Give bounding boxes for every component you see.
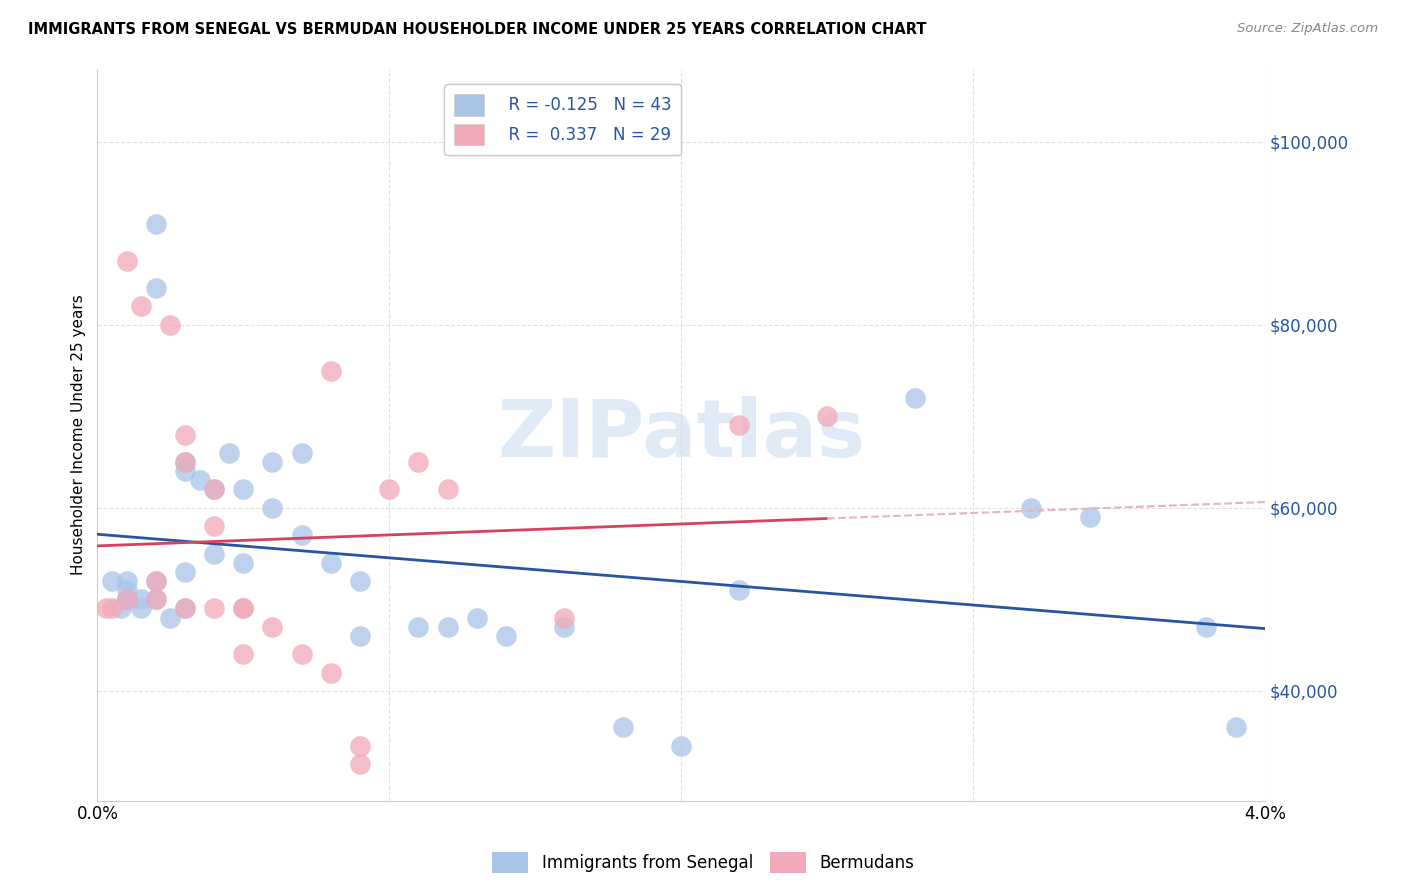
Point — [728, 583, 751, 598]
Point — [232, 601, 254, 615]
Point — [291, 647, 314, 661]
Point — [145, 592, 167, 607]
Point — [174, 427, 197, 442]
Point — [202, 483, 225, 497]
Y-axis label: Householder Income Under 25 years: Householder Income Under 25 years — [72, 294, 86, 575]
Point — [145, 574, 167, 588]
Point — [262, 500, 284, 515]
Point — [115, 253, 138, 268]
Point — [815, 409, 838, 424]
Point — [232, 601, 254, 615]
Text: IMMIGRANTS FROM SENEGAL VS BERMUDAN HOUSEHOLDER INCOME UNDER 25 YEARS CORRELATIO: IMMIGRANTS FROM SENEGAL VS BERMUDAN HOUS… — [28, 22, 927, 37]
Point — [129, 601, 152, 615]
Point — [349, 574, 371, 588]
Point — [408, 455, 430, 469]
Legend: Immigrants from Senegal, Bermudans: Immigrants from Senegal, Bermudans — [485, 846, 921, 880]
Point — [174, 601, 197, 615]
Point — [553, 620, 575, 634]
Legend:   R = -0.125   N = 43,   R =  0.337   N = 29: R = -0.125 N = 43, R = 0.337 N = 29 — [444, 84, 682, 155]
Point — [202, 519, 225, 533]
Point — [174, 455, 197, 469]
Point — [319, 363, 342, 377]
Point — [202, 601, 225, 615]
Point — [349, 629, 371, 643]
Point — [232, 483, 254, 497]
Point — [232, 556, 254, 570]
Point — [115, 583, 138, 598]
Point — [495, 629, 517, 643]
Point — [174, 601, 197, 615]
Point — [669, 739, 692, 753]
Point — [465, 610, 488, 624]
Point — [319, 665, 342, 680]
Point — [129, 592, 152, 607]
Point — [159, 610, 181, 624]
Point — [94, 601, 117, 615]
Point — [232, 647, 254, 661]
Point — [202, 483, 225, 497]
Point — [159, 318, 181, 332]
Point — [101, 574, 124, 588]
Point — [115, 592, 138, 607]
Point — [115, 592, 138, 607]
Point — [115, 574, 138, 588]
Point — [145, 281, 167, 295]
Point — [436, 483, 458, 497]
Point — [202, 547, 225, 561]
Point — [612, 720, 634, 734]
Point — [319, 556, 342, 570]
Point — [188, 473, 211, 487]
Point — [262, 620, 284, 634]
Text: Source: ZipAtlas.com: Source: ZipAtlas.com — [1237, 22, 1378, 36]
Point — [378, 483, 401, 497]
Point — [903, 391, 925, 405]
Point — [408, 620, 430, 634]
Point — [110, 601, 132, 615]
Point — [1021, 500, 1043, 515]
Point — [1195, 620, 1218, 634]
Point — [145, 574, 167, 588]
Point — [174, 565, 197, 579]
Point — [1225, 720, 1247, 734]
Point — [1078, 510, 1101, 524]
Point — [436, 620, 458, 634]
Point — [129, 300, 152, 314]
Point — [728, 418, 751, 433]
Point — [262, 455, 284, 469]
Point — [349, 757, 371, 772]
Point — [145, 592, 167, 607]
Point — [174, 464, 197, 478]
Point — [291, 446, 314, 460]
Text: ZIPatlas: ZIPatlas — [496, 395, 865, 474]
Point — [349, 739, 371, 753]
Point — [174, 455, 197, 469]
Point — [291, 528, 314, 542]
Point — [218, 446, 240, 460]
Point — [145, 217, 167, 231]
Point — [553, 610, 575, 624]
Point — [115, 592, 138, 607]
Point — [101, 601, 124, 615]
